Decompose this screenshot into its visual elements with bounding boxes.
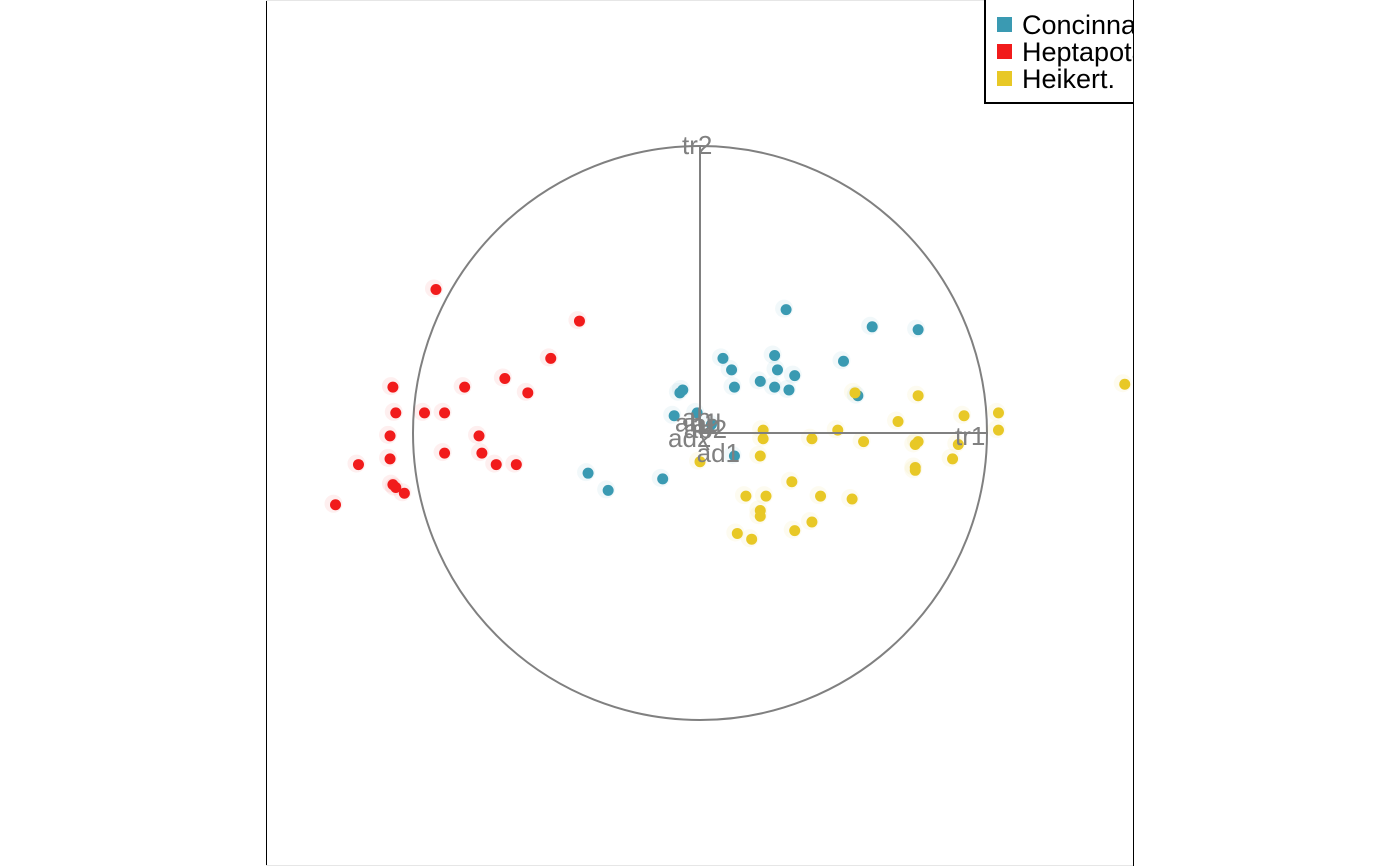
data-point [909,464,921,476]
data-point [499,372,511,384]
legend-swatch [997,71,1012,86]
data-point [387,381,399,393]
data-point [912,390,924,402]
data-point [390,407,402,419]
data-point [668,410,680,422]
legend-swatch [997,17,1012,32]
data-point [754,510,766,522]
data-point [384,453,396,465]
data-point [731,527,743,539]
legend-label-concinna: Concinna [1022,10,1137,40]
data-point [846,493,858,505]
data-point [473,430,485,442]
series-concinna [577,299,926,499]
variable-arrows-layer: tr1tr2ad1ad2ab1ab2adab [668,130,987,468]
data-point [459,381,471,393]
data-point [815,490,827,502]
variable-label-ad2: ad2 [668,423,711,453]
data-point [757,433,769,445]
data-point [992,407,1004,419]
data-point [780,304,792,316]
data-point [754,375,766,387]
data-point [522,387,534,399]
data-point [783,384,795,396]
data-point [806,516,818,528]
data-point [866,321,878,333]
data-point [771,364,783,376]
data-point [992,424,1004,436]
data-point [510,459,522,471]
data-point [674,387,686,399]
data-point [740,490,752,502]
data-point [909,438,921,450]
variable-label-tr1: tr1 [955,421,985,451]
data-point [573,315,585,327]
data-point [786,476,798,488]
data-point [789,525,801,537]
variable-label-tr2: tr2 [682,130,712,160]
data-point [384,430,396,442]
data-point [694,456,706,468]
data-point [330,499,342,511]
legend-label-heikert: Heikert. [1022,64,1115,94]
data-point [430,284,442,295]
data-point [912,324,924,336]
data-point [1119,378,1131,390]
variable-label-ad1: ad1 [697,438,740,468]
data-point [892,416,904,428]
data-point [838,355,849,367]
data-point [746,533,758,545]
data-point [476,447,488,459]
data-point [958,410,970,422]
series-heptapotamica [324,279,587,513]
variable-arrow-ad1 [699,432,710,451]
data-point [726,364,738,376]
data-point [352,459,364,471]
data-point [728,381,740,393]
data-point [806,433,818,445]
data-point [439,447,451,459]
data-point [728,450,740,462]
series-heikert [689,374,1132,548]
data-point [418,407,430,419]
data-point [582,467,594,479]
data-point [439,407,451,419]
data-point [952,438,964,450]
data-point [398,487,410,499]
data-point [545,352,557,364]
data-point [717,352,729,364]
variable-label-ad: ad [692,408,721,438]
data-point [769,381,781,393]
data-point [760,490,772,502]
data-point [769,350,781,362]
data-point [602,484,614,496]
data-point [947,453,959,465]
data-point [858,436,870,448]
legend-label-heptapotamica: Heptapotamica [1022,37,1205,67]
data-point [390,482,402,494]
variable-arrow-ad [699,423,715,434]
variable-label-ab: ab [682,402,711,432]
data-point [849,387,861,399]
data-point [754,450,766,462]
data-point [490,459,502,471]
variable-label-ab1: ab1 [675,407,718,437]
points-layer [324,279,1132,548]
data-point [657,473,669,485]
data-point [789,370,801,382]
legend-swatch [997,44,1012,59]
